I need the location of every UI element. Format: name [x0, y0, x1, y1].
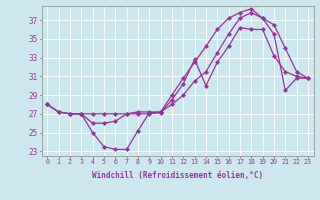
X-axis label: Windchill (Refroidissement éolien,°C): Windchill (Refroidissement éolien,°C): [92, 171, 263, 180]
